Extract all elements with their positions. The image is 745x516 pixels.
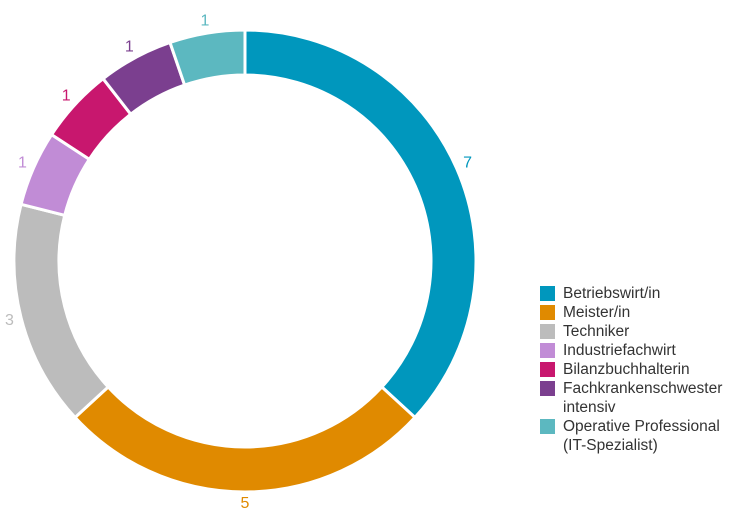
legend-item: Operative Professional (IT-Spezialist) <box>540 417 745 455</box>
legend-item: Bilanzbuchhalterin <box>540 360 745 379</box>
legend-swatch <box>540 305 555 320</box>
legend-label: Betriebswirt/in <box>563 285 661 302</box>
legend-label: Industriefachwirt <box>563 342 676 359</box>
legend-label: Fachkrankenschwester intensiv <box>563 380 723 416</box>
data-label: 1 <box>201 13 210 30</box>
legend-item: Betriebswirt/in <box>540 284 745 303</box>
legend-swatch <box>540 286 555 301</box>
legend-swatch <box>540 324 555 339</box>
data-label: 1 <box>18 155 27 172</box>
data-label: 5 <box>241 495 250 512</box>
legend-label: Techniker <box>563 323 630 340</box>
legend-item: Techniker <box>540 322 745 341</box>
donut-slice <box>72 384 418 494</box>
donut-slice <box>168 28 247 87</box>
legend-swatch <box>540 381 555 396</box>
legend-label: Meister/in <box>563 304 631 321</box>
data-label: 1 <box>125 39 134 56</box>
data-label: 7 <box>463 155 472 172</box>
data-label: 1 <box>62 88 71 105</box>
legend: Betriebswirt/in Meister/in Techniker Indust… <box>540 284 745 455</box>
donut-slice <box>12 202 111 420</box>
legend-item: Meister/in <box>540 303 745 322</box>
legend-label: Bilanzbuchhalterin <box>563 361 690 378</box>
data-label: 3 <box>5 312 14 329</box>
legend-item: Fachkrankenschwester intensiv <box>540 379 745 417</box>
legend-swatch <box>540 419 555 434</box>
legend-label: Operative Professional (IT-Spezialist) <box>563 418 720 454</box>
legend-swatch <box>540 343 555 358</box>
donut-slice <box>243 28 478 420</box>
legend-item: Industriefachwirt <box>540 341 745 360</box>
legend-swatch <box>540 362 555 377</box>
